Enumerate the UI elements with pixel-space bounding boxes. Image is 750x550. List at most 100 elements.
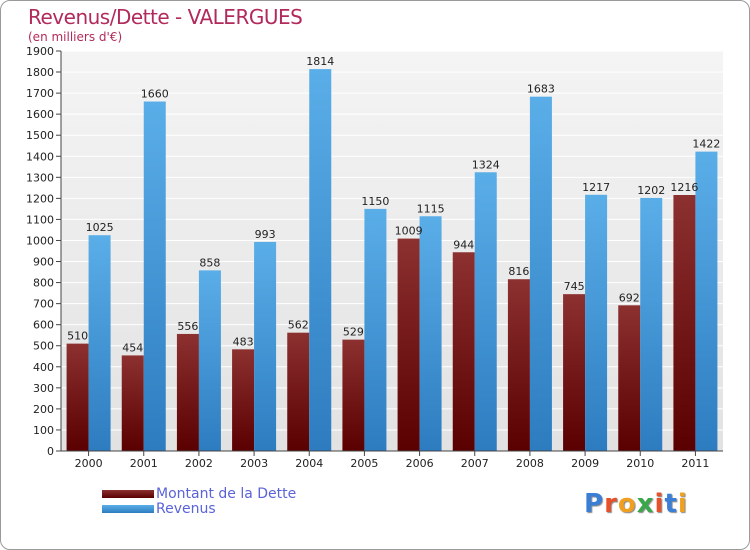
y-tick-label: 1400 — [26, 150, 54, 163]
y-tick-label: 1600 — [26, 108, 54, 121]
bar-debt — [287, 332, 310, 451]
y-tick-label: 1800 — [26, 66, 54, 79]
data-label-revenue: 1660 — [141, 88, 169, 101]
bar-revenue — [695, 151, 718, 451]
y-tick-label: 0 — [47, 445, 54, 458]
bar-debt — [563, 294, 586, 451]
bar-revenue — [585, 194, 608, 451]
plot-background — [61, 51, 723, 451]
x-tick-label: 2001 — [130, 457, 158, 470]
data-label-debt: 483 — [233, 335, 254, 348]
bar-revenue — [474, 172, 497, 451]
logo-letter: o — [617, 489, 637, 519]
x-tick-label: 2011 — [681, 457, 709, 470]
data-label-revenue: 858 — [199, 256, 220, 269]
legend-label-revenue: Revenus — [156, 501, 216, 517]
bar-revenue — [254, 241, 277, 451]
bars — [66, 69, 718, 452]
y-tick-label: 1100 — [26, 213, 54, 226]
data-label-revenue: 1324 — [472, 158, 500, 171]
bar-debt — [342, 339, 365, 451]
y-axis: 0 100 200 300 400 500 600 700 800 900 1000 1100 1200… — [26, 45, 62, 458]
gridlines — [61, 50, 723, 452]
x-tick-label: 2005 — [350, 457, 378, 470]
bar-debt — [673, 195, 696, 451]
chart-title: Revenus/Dette - VALERGUES — [28, 5, 303, 29]
logo-letter: i — [677, 489, 688, 519]
data-label-debt: 454 — [122, 341, 143, 354]
y-tick-label: 1000 — [26, 234, 54, 247]
logo-letter: x — [636, 489, 655, 519]
data-label-revenue: 1025 — [86, 221, 114, 234]
bar-revenue — [198, 270, 221, 451]
bar-debt — [176, 333, 199, 451]
legend-label-debt: Montant de la Dette — [156, 486, 297, 502]
bar-debt — [232, 349, 255, 451]
logo-letter: i — [654, 489, 665, 519]
logo-letter: r — [604, 489, 618, 519]
bar-debt — [66, 343, 89, 451]
logo-letter: P — [584, 489, 605, 519]
data-label-revenue: 1202 — [637, 184, 665, 197]
bar-debt — [452, 252, 475, 451]
x-tick-label: 2003 — [240, 457, 268, 470]
y-tick-label: 1200 — [26, 192, 54, 205]
y-tick-label: 600 — [33, 319, 54, 332]
y-tick-label: 700 — [33, 298, 54, 311]
data-label-debt: 745 — [564, 280, 585, 293]
x-tick-label: 2000 — [75, 457, 103, 470]
bar-revenue — [143, 101, 166, 452]
y-tick-label: 100 — [33, 424, 54, 437]
data-label-revenue: 1115 — [417, 202, 445, 215]
y-tick-label: 1700 — [26, 87, 54, 100]
bar-debt — [618, 305, 641, 451]
data-label-revenue: 1683 — [527, 83, 555, 96]
legend-swatch-debt — [102, 490, 154, 498]
bar-revenue — [88, 235, 111, 451]
data-label-debt: 944 — [453, 238, 474, 251]
data-label-revenue: 993 — [255, 228, 276, 241]
data-label-revenue: 1217 — [582, 181, 610, 194]
x-tick-label: 2008 — [516, 457, 544, 470]
y-tick-label: 800 — [33, 277, 54, 290]
logo-letter: t — [664, 489, 678, 519]
x-tick-label: 2002 — [185, 457, 213, 470]
data-label-debt: 1009 — [395, 225, 423, 238]
y-tick-label: 500 — [33, 340, 54, 353]
y-tick-label: 900 — [33, 256, 54, 269]
x-tick-label: 2004 — [295, 457, 323, 470]
x-tick-label: 2007 — [461, 457, 489, 470]
data-label-revenue: 1150 — [361, 195, 389, 208]
data-label-debt: 1216 — [670, 181, 698, 194]
x-axis: 2000 2001 2002 2003 2004 2005 2006 2007 2008 2009… — [61, 450, 723, 470]
x-tick-label: 2009 — [571, 457, 599, 470]
bar-revenue — [419, 216, 442, 451]
proxiti-logo: Proxiti — [584, 489, 688, 519]
bar-debt — [121, 355, 144, 451]
bar-debt — [507, 279, 530, 451]
data-label-revenue: 1814 — [306, 55, 334, 68]
bar-debt — [397, 238, 420, 451]
y-tick-label: 200 — [33, 403, 54, 416]
data-label-debt: 562 — [288, 319, 309, 332]
legend-swatch-revenue — [102, 505, 154, 513]
x-tick-label: 2010 — [626, 457, 654, 470]
bar-revenue — [529, 96, 552, 452]
plot-area — [61, 51, 723, 451]
data-label-debt: 692 — [619, 291, 640, 304]
data-label-debt: 816 — [508, 265, 529, 278]
bar-revenue — [640, 197, 663, 451]
chart-subtitle: (en milliers d'€) — [28, 30, 123, 44]
y-tick-label: 300 — [33, 382, 54, 395]
data-label-revenue: 1422 — [692, 138, 720, 151]
x-tick-label: 2006 — [406, 457, 434, 470]
y-tick-label: 1300 — [26, 171, 54, 184]
data-label-debt: 510 — [67, 330, 88, 343]
y-tick-label: 1500 — [26, 129, 54, 142]
y-tick-label: 1900 — [26, 45, 54, 58]
data-labels: 510 1025 454 1660 556 858 483 993 562 1814 529 1150… — [67, 55, 720, 354]
y-tick-label: 400 — [33, 361, 54, 374]
bar-revenue — [309, 69, 332, 452]
